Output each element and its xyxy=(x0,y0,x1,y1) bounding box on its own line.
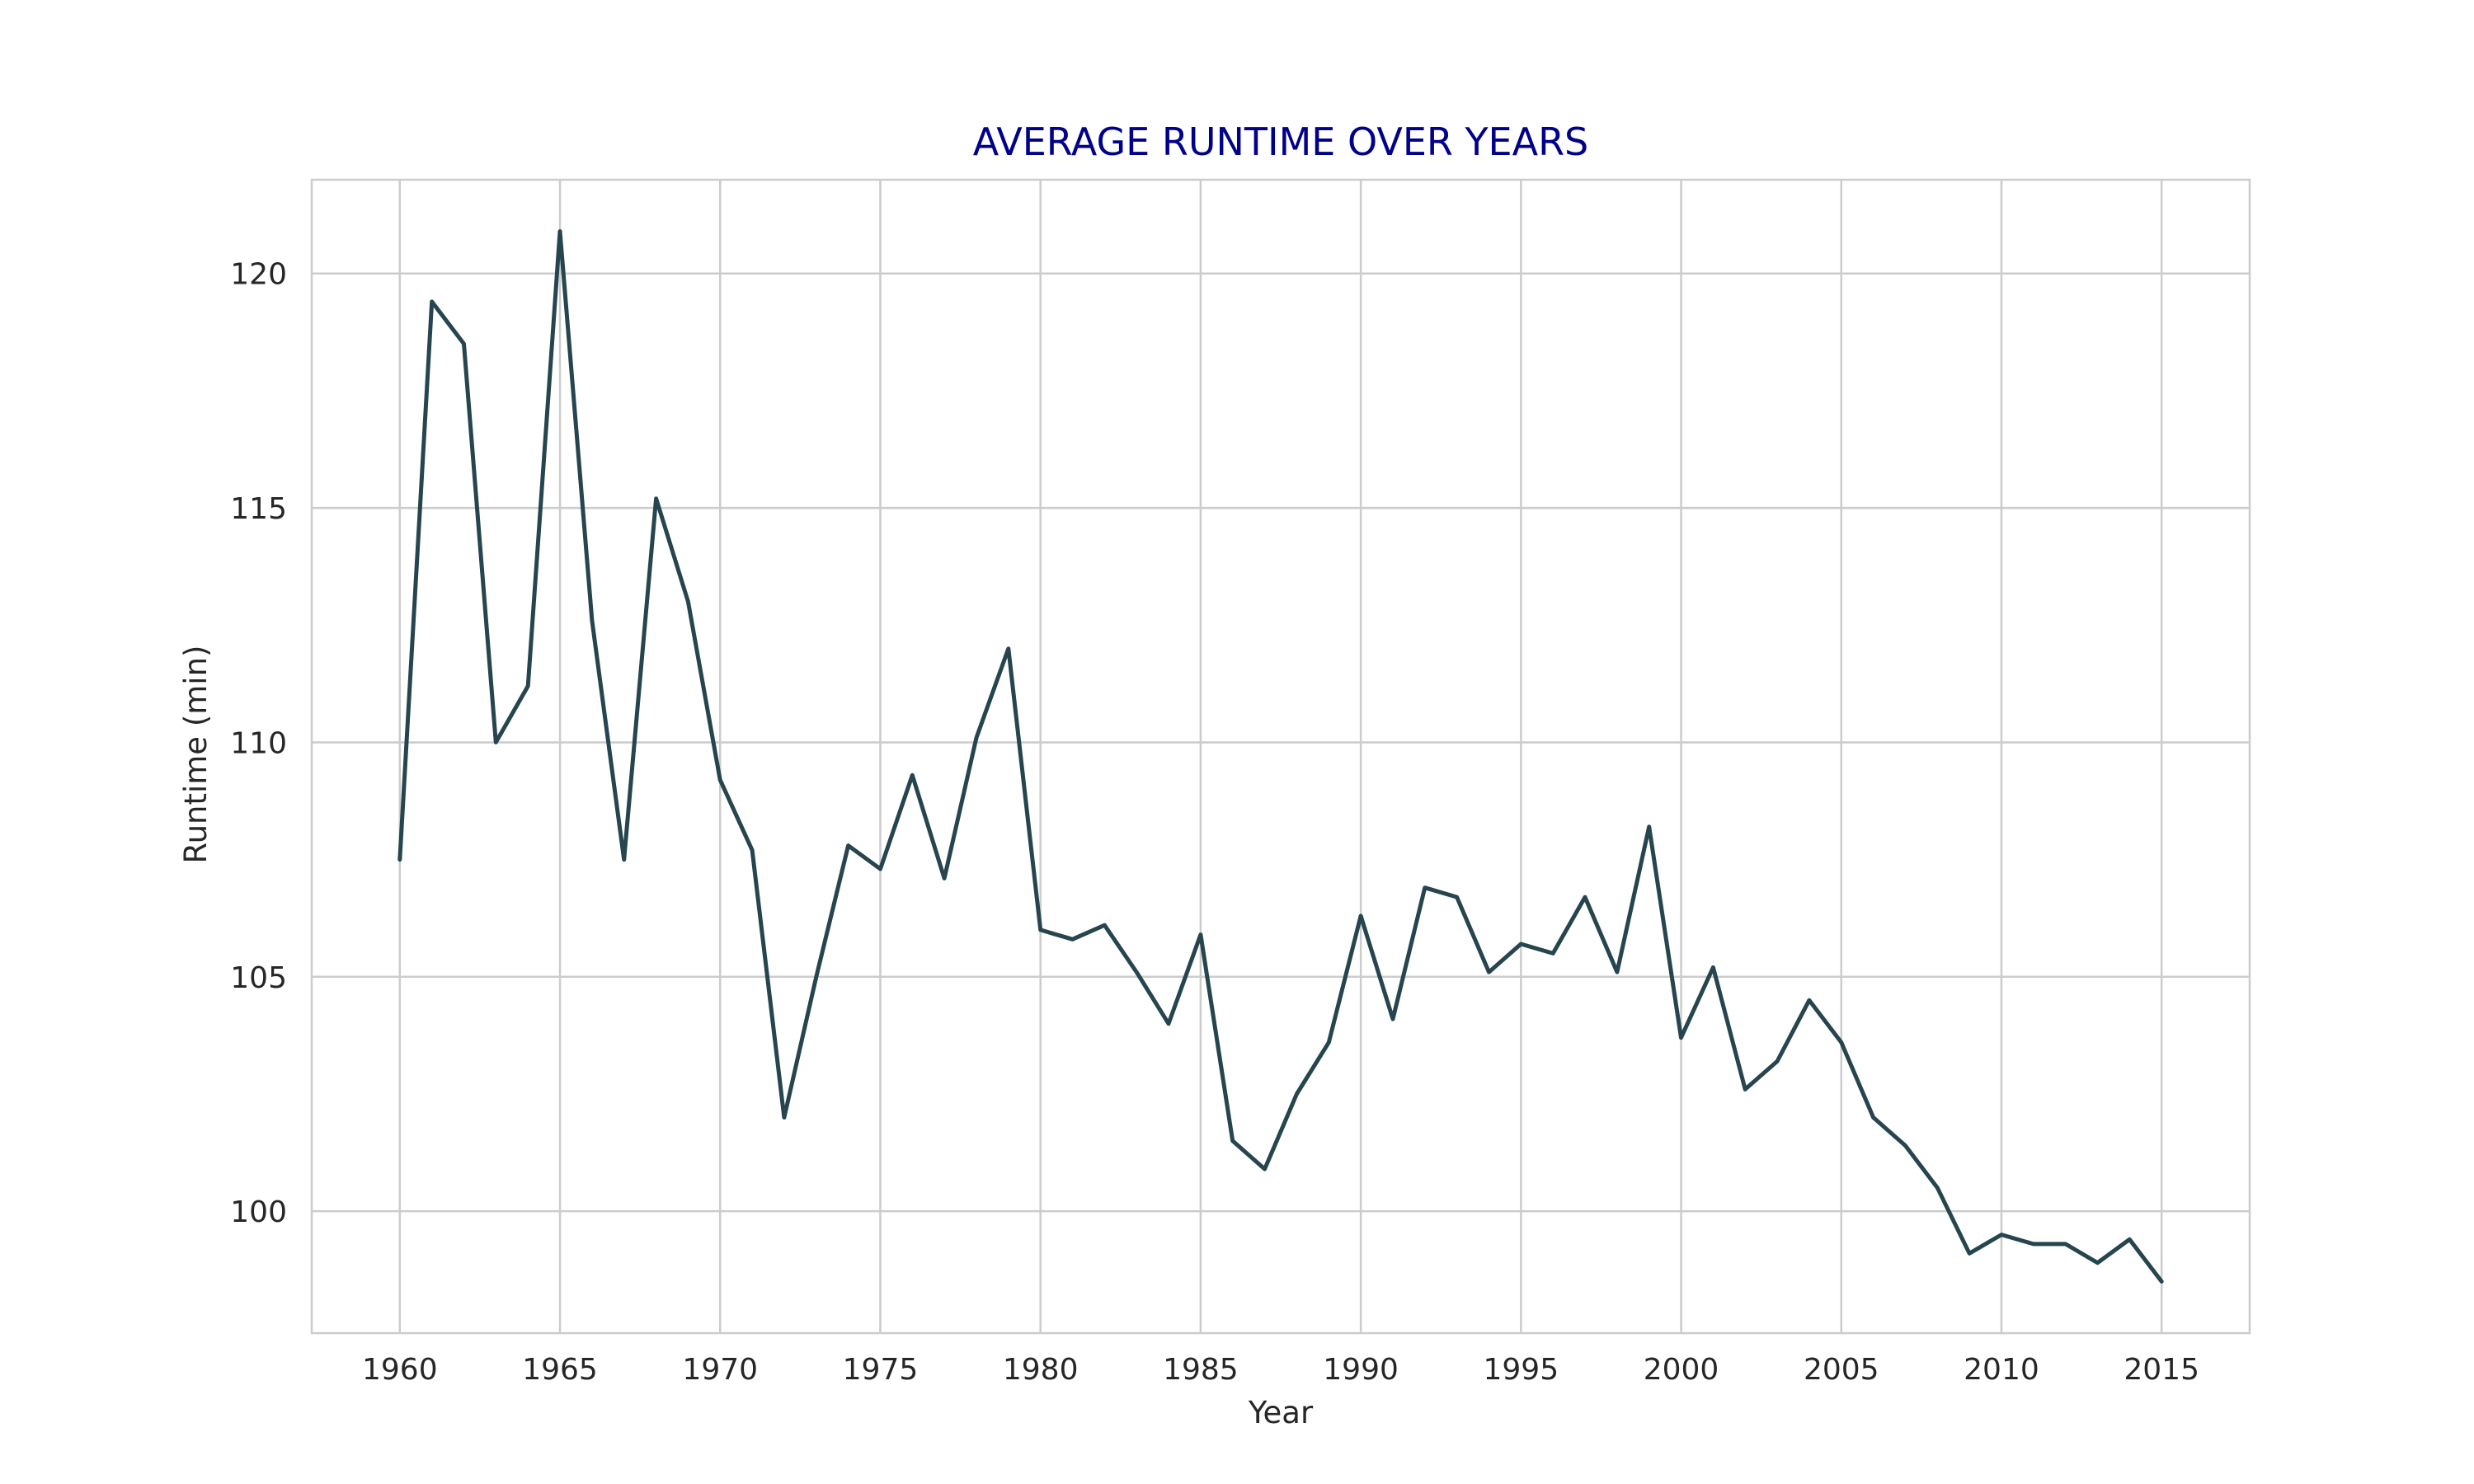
chart-title: AVERAGE RUNTIME OVER YEARS xyxy=(973,120,1589,164)
x-tick-label: 1990 xyxy=(1323,1353,1399,1387)
x-tick-label: 1995 xyxy=(1484,1353,1559,1387)
y-tick-label: 120 xyxy=(230,258,287,292)
x-tick-label: 1985 xyxy=(1163,1353,1239,1387)
x-tick-label: 1965 xyxy=(522,1353,598,1387)
tick-labels: 1960 1965 1970 1975 1980 1985 1990 1995 2000 2005… xyxy=(230,258,2199,1387)
x-tick-label: 2015 xyxy=(2124,1353,2199,1387)
x-tick-label: 1970 xyxy=(682,1353,758,1387)
x-axis-label: Year xyxy=(1248,1395,1314,1430)
x-tick-label: 2010 xyxy=(1964,1353,2039,1387)
y-axis-label: Runtime (min) xyxy=(178,646,214,864)
gridlines xyxy=(312,180,2250,1333)
plot-frame xyxy=(310,178,2251,1335)
y-tick-label: 115 xyxy=(230,492,287,526)
runtime-series-line xyxy=(397,229,2164,1284)
y-tick-label: 100 xyxy=(230,1195,287,1229)
x-tick-label: 1980 xyxy=(1003,1353,1079,1387)
x-tick-label: 2000 xyxy=(1644,1353,1719,1387)
y-tick-label: 105 xyxy=(230,961,287,995)
x-tick-label: 1960 xyxy=(362,1353,438,1387)
x-tick-label: 1975 xyxy=(843,1353,919,1387)
y-tick-label: 110 xyxy=(230,726,287,760)
x-tick-label: 2005 xyxy=(1804,1353,1879,1387)
